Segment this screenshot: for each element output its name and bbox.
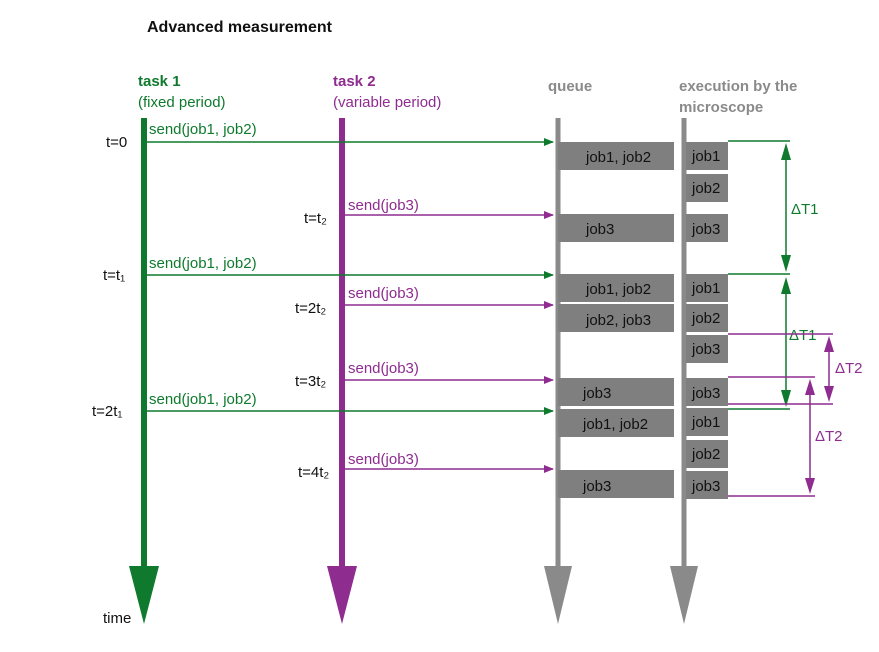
delta-t1-bracket-1: ΔT1 xyxy=(728,140,819,275)
send-label: send(job3) xyxy=(348,285,419,302)
delta-t1-label: ΔT1 xyxy=(791,201,819,218)
delta-t1-label: ΔT1 xyxy=(789,327,817,344)
exec-box-label: job2 xyxy=(691,310,720,327)
queue-box-label: job1, job2 xyxy=(582,416,648,433)
exec-timeline xyxy=(670,118,698,624)
queue-box-1: job1, job2 xyxy=(558,142,674,170)
queue-box-6: job1, job2 xyxy=(558,409,674,437)
exec-box-label: job1 xyxy=(691,280,720,297)
time-label-t0: t=0 xyxy=(106,134,127,151)
send-arrow-1: send(job1, job2) xyxy=(147,121,554,146)
exec-box-1: job1 xyxy=(686,142,728,170)
time-label-4t2: t=4t₂ xyxy=(298,464,329,481)
exec-box-label: job3 xyxy=(691,341,720,358)
exec-header-line2: microscope xyxy=(679,99,763,116)
queue-box-4: job2, job3 xyxy=(558,304,674,332)
exec-box-9: job2 xyxy=(686,440,728,468)
queue-box-5: job3 xyxy=(558,378,674,406)
exec-box-4: job1 xyxy=(686,274,728,302)
time-axis-label: time xyxy=(103,610,131,627)
send-arrow-2: send(job3) xyxy=(345,197,554,219)
exec-box-label: job3 xyxy=(691,478,720,495)
exec-box-10: job3 xyxy=(686,471,728,499)
exec-box-label: job3 xyxy=(691,385,720,402)
time-label-3t2: t=3t₂ xyxy=(295,373,326,390)
send-label: send(job1, job2) xyxy=(149,391,257,408)
diagram-title: Advanced measurement xyxy=(147,19,333,36)
send-arrow-3: send(job1, job2) xyxy=(147,255,554,279)
time-label-2t1: t=2t₁ xyxy=(92,403,123,420)
queue-timeline xyxy=(544,118,572,624)
time-label-t2: t=t₂ xyxy=(304,210,327,227)
task2-timeline xyxy=(327,118,357,624)
exec-box-8: job1 xyxy=(686,408,728,436)
delta-t2-label: ΔT2 xyxy=(815,428,843,445)
exec-box-2: job2 xyxy=(686,174,728,202)
queue-box-label: job3 xyxy=(582,385,611,402)
exec-box-5: job2 xyxy=(686,304,728,332)
delta-t2-bracket-1: ΔT2 xyxy=(728,333,863,405)
time-label-t1: t=t₁ xyxy=(103,267,125,284)
queue-box-label: job3 xyxy=(585,221,614,238)
exec-box-label: job2 xyxy=(691,180,720,197)
task1-timeline xyxy=(129,118,159,624)
send-label: send(job3) xyxy=(348,197,419,214)
task1-subtitle: (fixed period) xyxy=(138,94,226,111)
delta-t2-label: ΔT2 xyxy=(835,360,863,377)
exec-box-label: job3 xyxy=(691,221,720,238)
queue-box-7: job3 xyxy=(558,470,674,498)
delta-t2-bracket-2: ΔT2 xyxy=(728,376,843,497)
send-label: send(job3) xyxy=(348,451,419,468)
task2-subtitle: (variable period) xyxy=(333,94,441,111)
exec-box-6: job3 xyxy=(686,335,728,363)
queue-box-label: job2, job3 xyxy=(585,312,651,329)
send-arrow-5: send(job3) xyxy=(345,360,554,384)
send-label: send(job1, job2) xyxy=(149,121,257,138)
exec-box-label: job1 xyxy=(691,414,720,431)
queue-box-3: job1, job2 xyxy=(558,274,674,302)
send-label: send(job1, job2) xyxy=(149,255,257,272)
exec-box-7: job3 xyxy=(686,378,728,406)
exec-box-label: job1 xyxy=(691,148,720,165)
task1-header: task 1 xyxy=(138,73,181,90)
send-arrow-4: send(job3) xyxy=(345,285,554,309)
queue-box-label: job1, job2 xyxy=(585,281,651,298)
send-arrow-7: send(job3) xyxy=(345,451,554,473)
send-arrow-6: send(job1, job2) xyxy=(147,391,554,415)
exec-box-3: job3 xyxy=(686,214,728,242)
task2-header: task 2 xyxy=(333,73,376,90)
queue-header: queue xyxy=(548,78,592,95)
queue-box-label: job1, job2 xyxy=(585,149,651,166)
queue-box-label: job3 xyxy=(582,478,611,495)
queue-box-2: job3 xyxy=(558,214,674,242)
time-label-2t2: t=2t₂ xyxy=(295,300,326,317)
exec-box-label: job2 xyxy=(691,446,720,463)
exec-header-line1: execution by the xyxy=(679,78,797,95)
send-label: send(job3) xyxy=(348,360,419,377)
delta-t1-bracket-2: ΔT1 xyxy=(728,277,817,410)
